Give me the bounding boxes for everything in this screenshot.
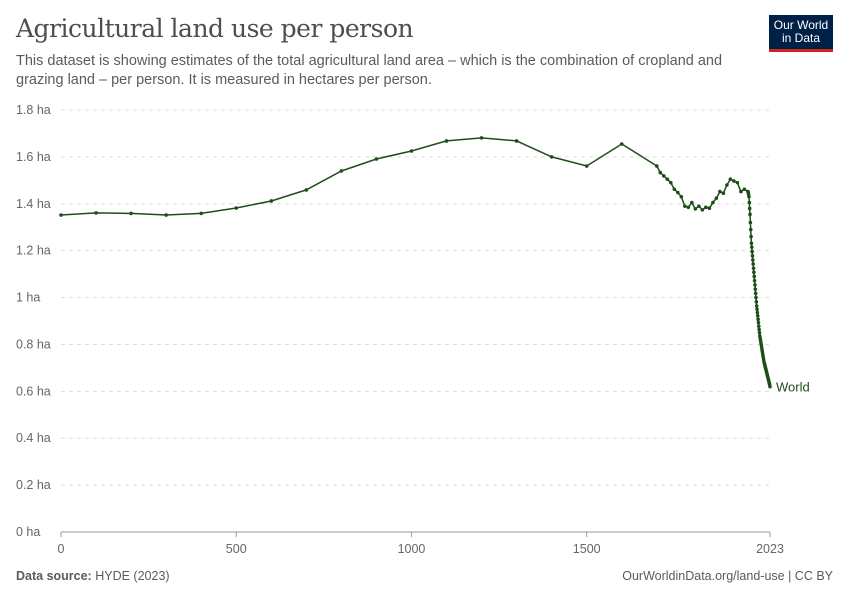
data-point xyxy=(753,291,758,296)
data-point xyxy=(752,270,756,275)
data-point xyxy=(662,174,666,178)
data-point xyxy=(721,191,726,196)
data-point xyxy=(409,149,414,153)
data-point xyxy=(479,136,484,140)
data-point xyxy=(672,187,677,192)
data-point xyxy=(754,299,759,304)
data-point xyxy=(739,189,743,194)
data-point xyxy=(755,307,759,312)
data-point xyxy=(718,189,722,194)
chart-subtitle: This dataset is showing estimates of the… xyxy=(16,53,723,88)
data-point xyxy=(742,187,747,192)
data-point xyxy=(690,200,694,205)
data-point xyxy=(752,274,757,279)
data-point xyxy=(755,314,760,318)
data-point xyxy=(751,258,755,262)
source-link[interactable]: HYDE (2023) xyxy=(95,569,170,583)
data-point xyxy=(749,241,754,245)
data-point xyxy=(700,208,705,212)
data-point xyxy=(374,157,379,161)
data-point xyxy=(747,206,752,211)
data-point xyxy=(753,283,757,287)
data-point xyxy=(748,212,752,217)
data-point xyxy=(747,194,751,199)
data-point xyxy=(754,295,758,300)
data-point xyxy=(757,327,761,332)
data-point xyxy=(768,384,772,389)
data-point xyxy=(756,320,761,325)
data-point xyxy=(756,324,761,328)
x-tick-label: 1500 xyxy=(573,542,601,556)
data-point xyxy=(732,179,736,183)
data-point xyxy=(304,188,309,192)
owid-logo[interactable]: Our World in Data xyxy=(769,15,833,52)
y-tick-label: 0.4 ha xyxy=(16,431,51,445)
chart-title: Agricultural land use per person xyxy=(16,14,414,43)
data-point xyxy=(711,200,715,205)
data-point xyxy=(753,287,758,291)
y-tick-label: 1.2 ha xyxy=(16,244,51,258)
y-tick-label: 1.8 ha xyxy=(16,103,51,117)
data-point xyxy=(735,180,740,185)
data-point xyxy=(757,330,762,335)
data-point xyxy=(94,211,98,215)
data-point xyxy=(748,220,753,225)
data-point xyxy=(754,304,759,308)
y-tick-label: 1.4 ha xyxy=(16,197,51,211)
series-label: World xyxy=(776,380,810,395)
data-point xyxy=(748,227,753,232)
data-point xyxy=(747,200,752,205)
data-point xyxy=(755,310,760,315)
source-label: Data source: xyxy=(16,569,92,583)
data-point xyxy=(676,190,680,195)
data-point xyxy=(714,196,719,200)
y-tick-label: 0.2 ha xyxy=(16,478,51,492)
data-point xyxy=(164,213,168,217)
data-point xyxy=(59,213,63,217)
data-point xyxy=(756,317,760,322)
data-point xyxy=(654,164,659,168)
data-point xyxy=(704,205,708,210)
data-point xyxy=(234,206,239,210)
data-point xyxy=(686,205,691,210)
x-tick-label: 1000 xyxy=(398,542,426,556)
data-point xyxy=(665,177,670,181)
data-point xyxy=(584,164,589,168)
data-point xyxy=(707,206,712,211)
data-point xyxy=(679,194,684,199)
data-point xyxy=(750,249,754,254)
x-tick-label: 2023 xyxy=(756,542,784,556)
x-tick-label: 0 xyxy=(58,542,65,556)
data-point xyxy=(693,207,698,211)
data-point xyxy=(728,177,733,181)
data-point xyxy=(697,204,701,208)
data-point xyxy=(619,142,624,146)
data-point xyxy=(669,180,673,185)
data-point xyxy=(683,204,687,208)
data-point xyxy=(514,139,519,143)
data-point xyxy=(725,183,729,187)
y-tick-label: 0 ha xyxy=(16,525,40,539)
data-point xyxy=(199,211,203,216)
data-point xyxy=(749,245,754,249)
data-point xyxy=(658,170,663,175)
x-tick-label: 500 xyxy=(226,542,247,556)
y-tick-label: 0.8 ha xyxy=(16,337,51,351)
data-point xyxy=(749,234,753,239)
y-tick-label: 1 ha xyxy=(16,291,40,305)
y-tick-label: 1.6 ha xyxy=(16,150,51,164)
data-point xyxy=(339,169,344,173)
data-point xyxy=(752,278,757,283)
data-source: Data source: HYDE (2023) xyxy=(16,569,170,583)
data-point xyxy=(751,266,756,271)
y-tick-label: 0.6 ha xyxy=(16,384,51,398)
data-point xyxy=(129,211,133,216)
data-point xyxy=(269,199,274,203)
data-point xyxy=(444,139,449,143)
data-point xyxy=(750,254,755,258)
data-point xyxy=(751,262,755,266)
data-point xyxy=(549,155,554,159)
footer-url[interactable]: OurWorldinData.org/land-use | CC BY xyxy=(622,569,833,583)
